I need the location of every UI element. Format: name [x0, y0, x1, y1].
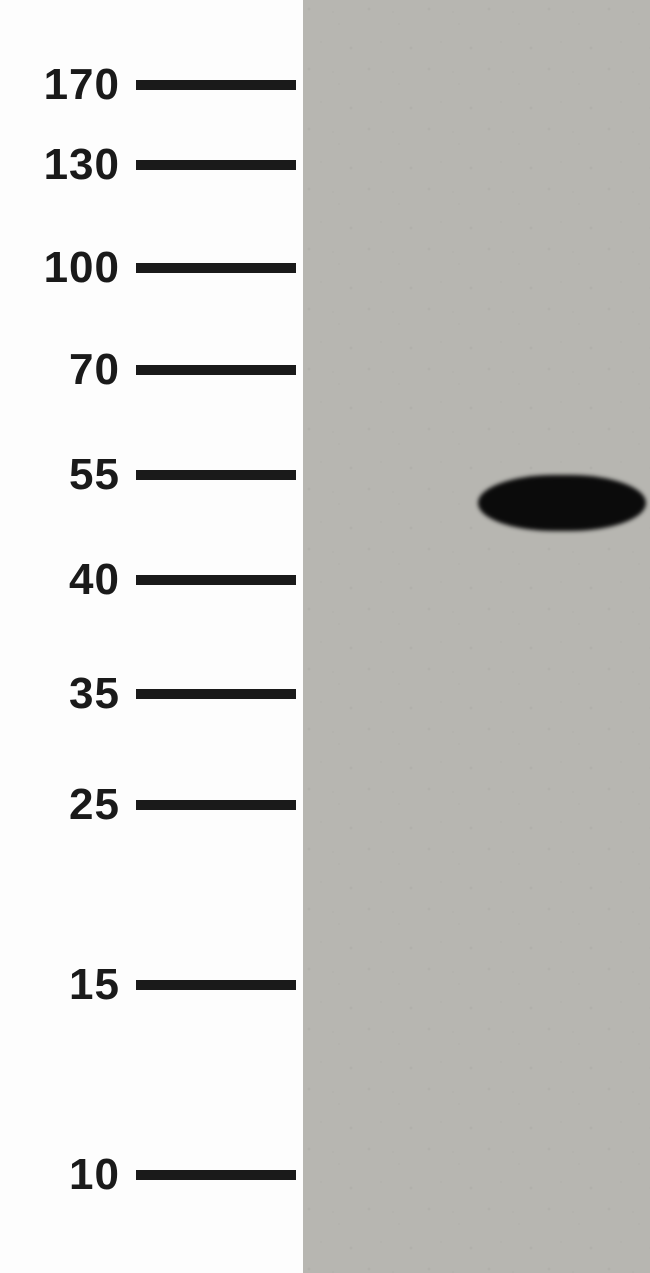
ladder-marker: 10 [0, 1153, 296, 1197]
membrane-texture [303, 0, 650, 1273]
molecular-weight-ladder: 170 130 100 70 55 40 35 25 15 10 [0, 0, 300, 1273]
ladder-marker-label: 100 [0, 243, 120, 293]
blot-figure: 170 130 100 70 55 40 35 25 15 10 [0, 0, 650, 1273]
ladder-tick [136, 470, 296, 480]
ladder-marker-label: 10 [0, 1150, 120, 1200]
ladder-marker: 15 [0, 963, 296, 1007]
ladder-marker: 170 [0, 63, 296, 107]
ladder-marker: 130 [0, 143, 296, 187]
ladder-marker-label: 40 [0, 555, 120, 605]
ladder-marker-label: 70 [0, 345, 120, 395]
ladder-marker: 25 [0, 783, 296, 827]
ladder-marker-label: 15 [0, 960, 120, 1010]
blot-membrane [303, 0, 650, 1273]
ladder-marker: 40 [0, 558, 296, 602]
ladder-tick [136, 80, 296, 90]
ladder-tick [136, 1170, 296, 1180]
ladder-tick [136, 980, 296, 990]
ladder-marker-label: 130 [0, 140, 120, 190]
ladder-tick [136, 575, 296, 585]
ladder-tick [136, 263, 296, 273]
ladder-marker: 35 [0, 672, 296, 716]
ladder-tick [136, 689, 296, 699]
ladder-marker: 70 [0, 348, 296, 392]
ladder-marker-label: 35 [0, 669, 120, 719]
ladder-tick [136, 800, 296, 810]
ladder-marker: 55 [0, 453, 296, 497]
ladder-marker-label: 170 [0, 60, 120, 110]
ladder-marker-label: 25 [0, 780, 120, 830]
ladder-tick [136, 160, 296, 170]
blot-band [478, 475, 646, 531]
ladder-marker-label: 55 [0, 450, 120, 500]
ladder-marker: 100 [0, 246, 296, 290]
ladder-tick [136, 365, 296, 375]
